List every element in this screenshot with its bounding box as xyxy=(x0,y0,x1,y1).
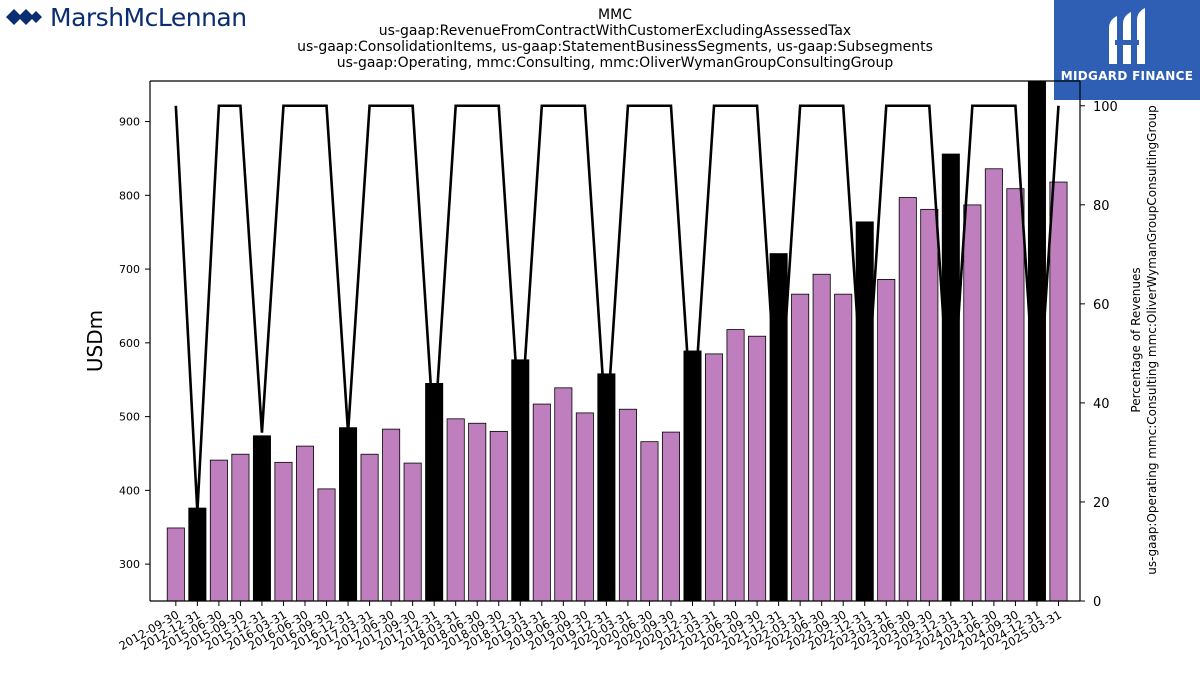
midgard-finance-logo: MIDGARD FINANCE xyxy=(1054,0,1200,100)
brand-name: MarshMcLennan xyxy=(50,2,247,32)
bar xyxy=(339,427,358,602)
bar xyxy=(597,373,616,602)
bar xyxy=(877,279,896,602)
bar xyxy=(382,428,401,602)
y2-axis-label-line2: us-gaap:Operating mmc:Consulting mmc:Oli… xyxy=(1145,105,1159,574)
y-tick-label: 900 xyxy=(119,116,140,129)
y-tick-label: 300 xyxy=(119,558,140,571)
bar xyxy=(403,462,422,602)
bar xyxy=(360,453,379,602)
y-axis-label: USDm xyxy=(83,310,107,372)
bar xyxy=(468,422,487,602)
bar xyxy=(640,441,659,602)
percentage-line xyxy=(174,104,1060,512)
bar xyxy=(209,459,228,602)
bar xyxy=(898,197,917,602)
y2-tick-label: 40 xyxy=(1093,397,1110,412)
y2-axis-label-line1: Percentage of Revenues xyxy=(1129,267,1143,412)
bar xyxy=(166,527,185,602)
y2-tick-label: 100 xyxy=(1093,100,1118,115)
title-line: us-gaap:RevenueFromContractWithCustomerE… xyxy=(378,23,852,39)
y2-tick-label: 0 xyxy=(1093,595,1101,610)
bar xyxy=(661,431,680,602)
bar xyxy=(941,153,960,602)
bar xyxy=(188,507,207,602)
bar xyxy=(511,359,530,602)
marshmclennan-mark-icon xyxy=(6,9,42,25)
bar xyxy=(834,293,853,602)
bar xyxy=(317,488,336,602)
bar xyxy=(855,221,874,602)
bar xyxy=(489,430,508,602)
title-line: us-gaap:ConsolidationItems, us-gaap:Stat… xyxy=(297,39,933,55)
title-line: us-gaap:Operating, mmc:Consulting, mmc:O… xyxy=(336,55,894,71)
bar xyxy=(705,353,724,602)
y-tick-label: 500 xyxy=(119,411,140,424)
bar xyxy=(231,453,250,602)
bar xyxy=(812,273,831,602)
midgard-finance-name: MIDGARD FINANCE xyxy=(1060,69,1194,83)
bar xyxy=(791,293,810,602)
bar xyxy=(683,350,702,602)
y-tick-label: 800 xyxy=(119,189,140,202)
bar xyxy=(1006,188,1025,602)
y-tick-label: 700 xyxy=(119,263,140,276)
bar xyxy=(920,208,939,602)
bar xyxy=(748,335,767,602)
marshmclennan-logo: MarshMcLennan xyxy=(4,2,247,32)
y2-tick-label: 20 xyxy=(1093,496,1110,511)
chart-title: MMC us-gaap:RevenueFromContractWithCusto… xyxy=(250,7,980,71)
y2-tick-label: 80 xyxy=(1093,199,1110,214)
bar xyxy=(446,418,465,602)
bar xyxy=(1049,181,1068,602)
y2-tick-label: 60 xyxy=(1093,298,1110,313)
bar xyxy=(575,412,594,602)
bar xyxy=(252,435,271,602)
midgard-mark-icon xyxy=(1109,8,1145,64)
y-tick-label: 400 xyxy=(119,484,140,497)
bar xyxy=(554,387,573,602)
bar xyxy=(274,461,293,602)
bar xyxy=(984,168,1003,602)
bar xyxy=(295,445,315,602)
bar xyxy=(726,329,745,602)
title-line: MMC xyxy=(598,7,632,23)
y-tick-label: 600 xyxy=(119,337,140,350)
bar xyxy=(618,408,637,602)
bar xyxy=(425,383,444,602)
bar xyxy=(963,204,982,602)
bar xyxy=(532,403,551,602)
